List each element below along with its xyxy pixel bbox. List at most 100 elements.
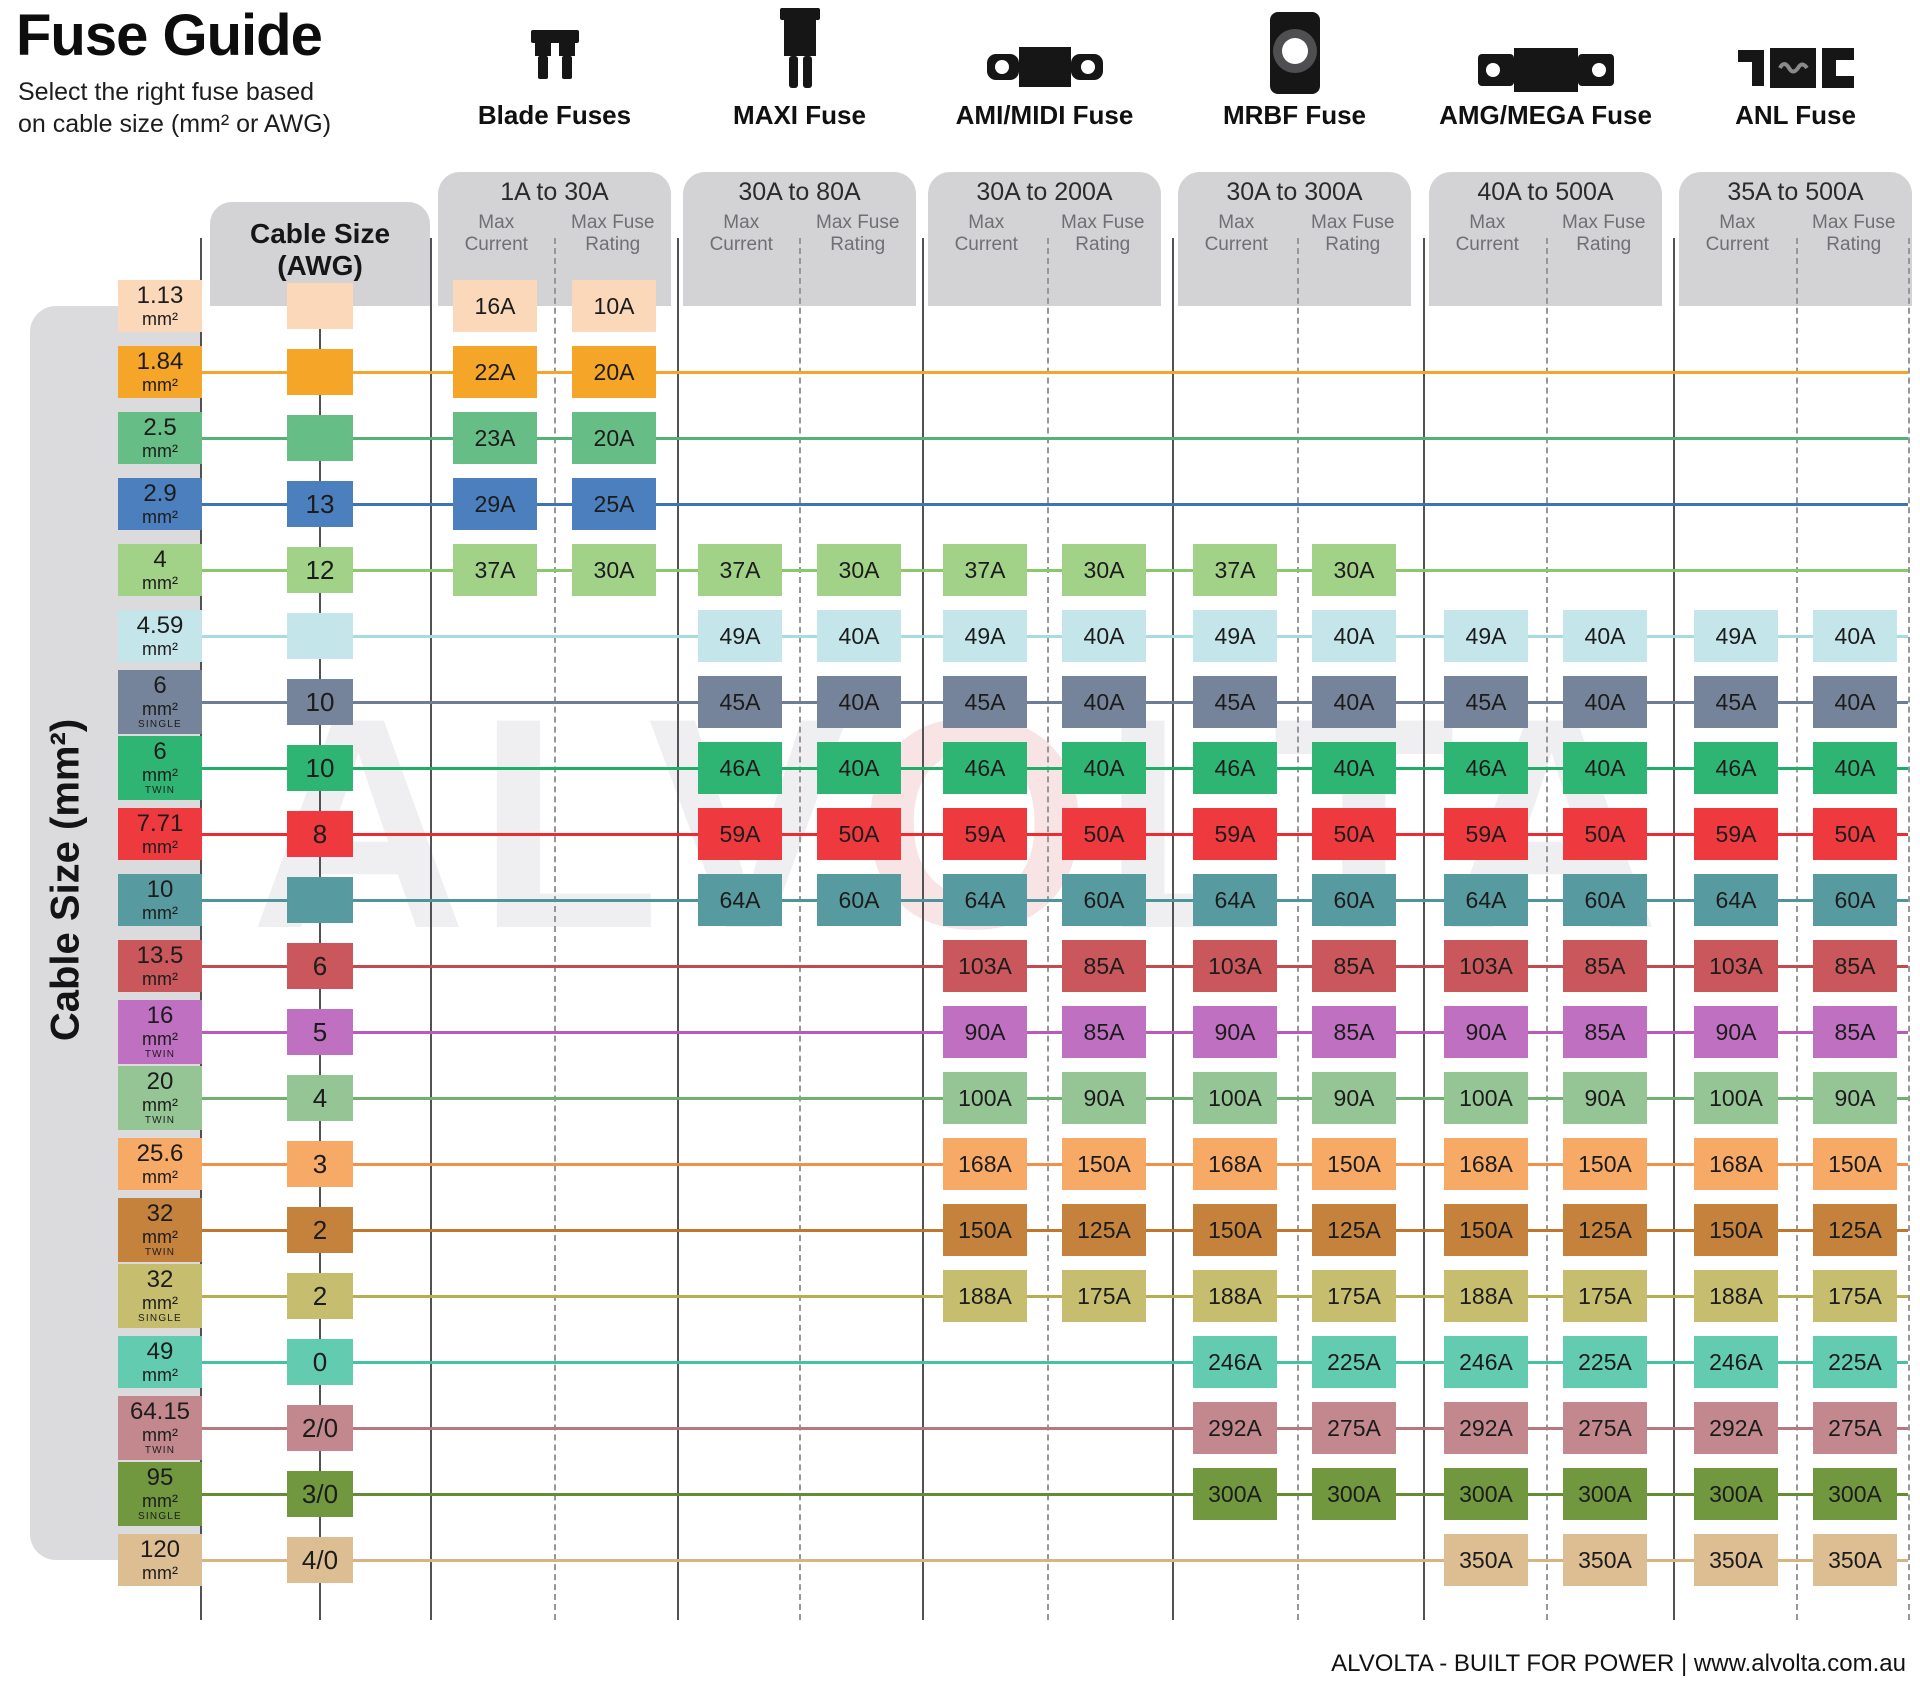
awg-value: 3/0 (287, 1471, 353, 1517)
fuse-cell-max-fuse-rating: 150A (1312, 1138, 1396, 1190)
fuse-cell-max-fuse-rating: 175A (1312, 1270, 1396, 1322)
cable-size-value: 7.71 (136, 810, 184, 837)
cable-size-unit: mm² (142, 1094, 178, 1115)
fuse-cell-max-fuse-rating: 350A (1563, 1534, 1647, 1586)
fuse-cell-max-fuse-rating: 275A (1563, 1402, 1647, 1454)
fuse-cell-max-fuse-rating: 20A (572, 412, 656, 464)
column-header-line: Rating (830, 234, 886, 256)
fuse-cell-max-fuse-rating: 60A (1563, 874, 1647, 926)
fuse-cell-max-fuse-rating: 60A (1062, 874, 1146, 926)
cable-size-tag: TWIN (144, 784, 176, 796)
fuse-cell-max-current: 16A (453, 280, 537, 332)
fuse-subheaders: Max Current Max Fuse Rating (928, 212, 1161, 257)
fuse-cell-max-fuse-rating: 40A (1312, 742, 1396, 794)
grid-vline-dashed (1908, 238, 1910, 1620)
awg-value: 12 (287, 547, 353, 593)
cable-size-unit: mm² (142, 1563, 178, 1583)
cable-size-label: 20 mm² TWIN (118, 1066, 202, 1130)
fuse-cell-max-current: 45A (1444, 676, 1528, 728)
column-header-max-fuse-rating: Max Fuse Rating (1045, 212, 1162, 257)
fuse-cell-max-current: 90A (1193, 1006, 1277, 1058)
fuse-cell-max-current: 246A (1193, 1336, 1277, 1388)
row-line (202, 370, 1908, 374)
column-header-max-current: Max Current (928, 212, 1045, 257)
cable-size-label: 2.9 mm² (118, 478, 202, 530)
fuse-cell-max-fuse-rating: 175A (1813, 1270, 1897, 1322)
cable-size-label: 16 mm² TWIN (118, 1000, 202, 1064)
page-subtitle-line1: Select the right fuse based (18, 78, 315, 106)
grid-vline (1673, 238, 1675, 1620)
fuse-cell-max-fuse-rating: 225A (1813, 1336, 1897, 1388)
fuse-cell-max-current: 100A (1694, 1072, 1778, 1124)
cable-size-value: 16 (146, 1001, 174, 1029)
awg-value: 10 (287, 679, 353, 725)
column-header-line: Current (954, 234, 1018, 256)
grid-vline (922, 238, 924, 1620)
row-line (202, 1558, 1908, 1562)
fuse-cell-max-current: 103A (1193, 940, 1277, 992)
fuse-cell-max-current: 49A (1444, 610, 1528, 662)
cable-size-value: 32 (146, 1265, 174, 1293)
fuse-cell-max-fuse-rating: 60A (1813, 874, 1897, 926)
fuse-type-name: AMG/MEGA Fuse (1439, 100, 1652, 130)
cable-size-tag: SINGLE (138, 1510, 182, 1522)
fuse-cell-max-fuse-rating: 85A (1563, 940, 1647, 992)
column-header-line: Rating (1325, 234, 1381, 256)
awg-value (287, 283, 353, 329)
awg-value: 6 (287, 943, 353, 989)
cable-size-unit: mm² (142, 573, 178, 593)
grid-vline-dashed (1047, 238, 1049, 1620)
fuse-cell-max-current: 59A (698, 808, 782, 860)
fuse-cell-max-fuse-rating: 25A (572, 478, 656, 530)
column-header-line: Max Fuse (1812, 212, 1896, 233)
cable-size-value: 2.5 (143, 414, 177, 441)
fuse-cell-max-current: 22A (453, 346, 537, 398)
fuse-cell-max-fuse-rating: 85A (1813, 940, 1897, 992)
grid-vline-dashed (799, 238, 801, 1620)
fuse-cell-max-current: 49A (1193, 610, 1277, 662)
fuse-cell-max-current: 45A (698, 676, 782, 728)
page-subtitle: Select the right fuse based on cable siz… (18, 76, 331, 140)
ami-midi-fuse-icon (928, 12, 1161, 96)
fuse-cell-max-current: 100A (1444, 1072, 1528, 1124)
grid-vline-dashed (1297, 238, 1299, 1620)
fuse-cell-max-current: 37A (943, 544, 1027, 596)
row-line (202, 1162, 1908, 1166)
grid-vline (1423, 238, 1425, 1620)
fuse-cell-max-fuse-rating: 225A (1312, 1336, 1396, 1388)
cable-size-label: 32 mm² SINGLE (118, 1264, 202, 1328)
fuse-cell-max-fuse-rating: 85A (1062, 1006, 1146, 1058)
cable-size-value: 6 (153, 737, 167, 765)
row-line (202, 1096, 1908, 1100)
column-header-line: Max Fuse (571, 212, 655, 233)
column-header-line: Max (968, 212, 1005, 233)
fuse-cell-max-fuse-rating: 300A (1813, 1468, 1897, 1520)
awg-value (287, 877, 353, 923)
fuse-cell-max-current: 292A (1694, 1402, 1778, 1454)
row-line (202, 700, 1908, 704)
awg-value: 3 (287, 1141, 353, 1187)
fuse-cell-max-current: 292A (1193, 1402, 1277, 1454)
column-header-max-fuse-rating: Max Fuse Rating (1796, 212, 1913, 257)
fuse-subheaders: Max Current Max Fuse Rating (438, 212, 671, 257)
fuse-cell-max-current: 292A (1444, 1402, 1528, 1454)
fuse-cell-max-fuse-rating: 40A (1563, 610, 1647, 662)
cable-size-label: 1.84 mm² (118, 346, 202, 398)
awg-value (287, 349, 353, 395)
column-header-line: Max Fuse (1311, 212, 1395, 233)
cable-size-tag: SINGLE (138, 718, 182, 730)
fuse-cell-max-fuse-rating: 30A (572, 544, 656, 596)
cable-size-unit: mm² (142, 1028, 178, 1049)
awg-value: 5 (287, 1009, 353, 1055)
cable-size-value: 1.84 (136, 348, 184, 375)
column-header-line: Max Fuse (816, 212, 900, 233)
maxi-fuse-icon (683, 8, 916, 96)
row-line (202, 766, 1908, 770)
fuse-cell-max-current: 90A (1694, 1006, 1778, 1058)
cable-size-unit: mm² (142, 1167, 178, 1187)
fuse-cell-max-current: 59A (943, 808, 1027, 860)
fuse-cell-max-current: 64A (698, 874, 782, 926)
fuse-cell-max-fuse-rating: 40A (1563, 742, 1647, 794)
fuse-range: 30A to 80A (738, 178, 861, 206)
fuse-cell-max-fuse-rating: 85A (1062, 940, 1146, 992)
